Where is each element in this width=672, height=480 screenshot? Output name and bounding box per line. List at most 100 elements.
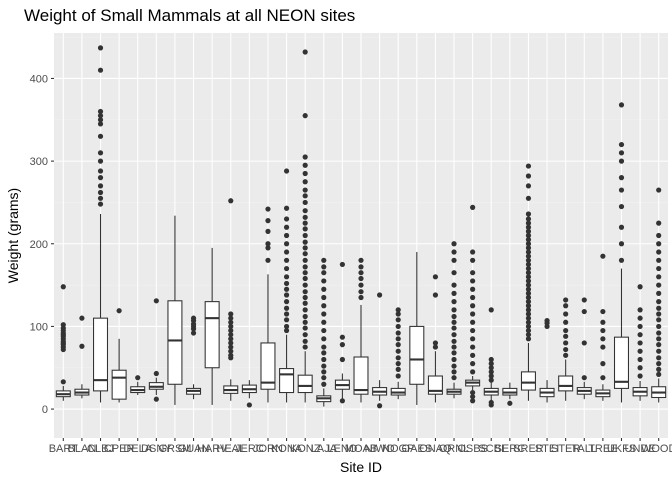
box-oaes [409, 252, 425, 405]
outlier-point [451, 270, 457, 276]
outlier-point [321, 381, 327, 387]
outlier-point [470, 303, 476, 309]
box-moab [353, 257, 369, 403]
outlier-point [97, 201, 104, 207]
outlier-point [525, 245, 532, 251]
outlier-point [265, 206, 271, 212]
outlier-point [228, 311, 234, 317]
iqr-box [167, 300, 183, 385]
outlier-point [525, 299, 532, 305]
outlier-point [525, 253, 532, 259]
outlier-point [488, 369, 494, 375]
outlier-point [190, 315, 197, 321]
outlier-point [302, 214, 308, 220]
outlier-point [525, 211, 532, 217]
outlier-point [656, 232, 662, 239]
outlier-point [618, 241, 625, 247]
outlier-point [525, 237, 532, 243]
x-tick-label: NOGP [382, 443, 414, 455]
y-tick-label: 100 [30, 321, 48, 333]
outlier-point [97, 67, 104, 73]
outlier-point [432, 274, 439, 280]
iqr-box [409, 325, 425, 385]
outlier-point [302, 239, 308, 245]
outlier-point [470, 278, 476, 284]
outlier-point [153, 298, 159, 304]
outlier-point [507, 400, 513, 406]
outlier-point [302, 275, 308, 282]
outlier-point [656, 361, 662, 367]
box-tree [595, 253, 611, 401]
x-tick-label: KONZ [290, 443, 321, 455]
outlier-point [302, 325, 308, 331]
x-tick-label: DELA [123, 443, 152, 455]
outlier-point [265, 218, 271, 224]
outlier-point [395, 366, 401, 372]
outlier-point [60, 284, 66, 290]
outlier-point [358, 270, 364, 276]
outlier-point [302, 257, 308, 263]
outlier-point [302, 193, 308, 199]
outlier-point [302, 199, 308, 206]
outlier-point [525, 195, 532, 201]
outlier-point [302, 289, 308, 295]
x-tick-label: SCBI [478, 443, 504, 455]
outlier-point [395, 355, 401, 361]
outlier-point [637, 356, 643, 363]
outlier-point [283, 257, 290, 263]
x-tick-label: CLBJ [87, 443, 114, 455]
outlier-point [321, 356, 327, 363]
outlier-point [488, 361, 494, 367]
x-tick-label: LAJA [311, 443, 338, 455]
outlier-point [656, 305, 662, 311]
outlier-point [395, 361, 401, 367]
box-blan [74, 315, 90, 399]
x-tick-label: DSNY [141, 443, 172, 455]
outlier-point [600, 361, 606, 367]
outlier-point [525, 336, 532, 342]
outlier-point [488, 373, 494, 379]
outlier-point [228, 348, 234, 354]
outlier-point [451, 241, 457, 247]
box-nogp [390, 307, 406, 400]
outlier-point [302, 49, 308, 55]
x-tick-label: UNDE [625, 443, 656, 455]
outlier-point [97, 117, 104, 123]
outlier-point [656, 348, 662, 354]
box-bart [55, 284, 71, 401]
outlier-point [339, 261, 345, 268]
outlier-point [451, 369, 457, 375]
outlier-point [432, 340, 439, 346]
iqr-box [93, 317, 109, 392]
outlier-point [283, 299, 290, 305]
x-tick-label: TALL [572, 443, 597, 455]
outlier-point [451, 356, 457, 363]
box-cper [111, 308, 127, 403]
outlier-point [656, 336, 662, 342]
outlier-point [228, 336, 234, 342]
iqr-box [279, 368, 295, 394]
outlier-point [97, 113, 104, 119]
outlier-point [451, 332, 457, 338]
outlier-point [339, 334, 345, 340]
outlier-point [637, 284, 643, 290]
outlier-point [451, 313, 457, 320]
outlier-point [97, 108, 104, 115]
outlier-point [395, 307, 401, 313]
outlier-point [358, 282, 364, 288]
outlier-point [283, 292, 290, 298]
box-onaq [427, 274, 443, 403]
x-tick-label: BART [49, 443, 78, 455]
box-osbs [465, 204, 481, 404]
outlier-point [470, 294, 476, 301]
outlier-point [283, 249, 290, 255]
outlier-point [451, 350, 457, 356]
outlier-point [321, 327, 327, 334]
outlier-point [600, 375, 606, 381]
outlier-point [451, 325, 457, 331]
outlier-point [377, 292, 383, 298]
outlier-point [97, 168, 104, 174]
outlier-point [563, 333, 569, 339]
outlier-point [228, 327, 234, 334]
outlier-point [283, 205, 290, 211]
